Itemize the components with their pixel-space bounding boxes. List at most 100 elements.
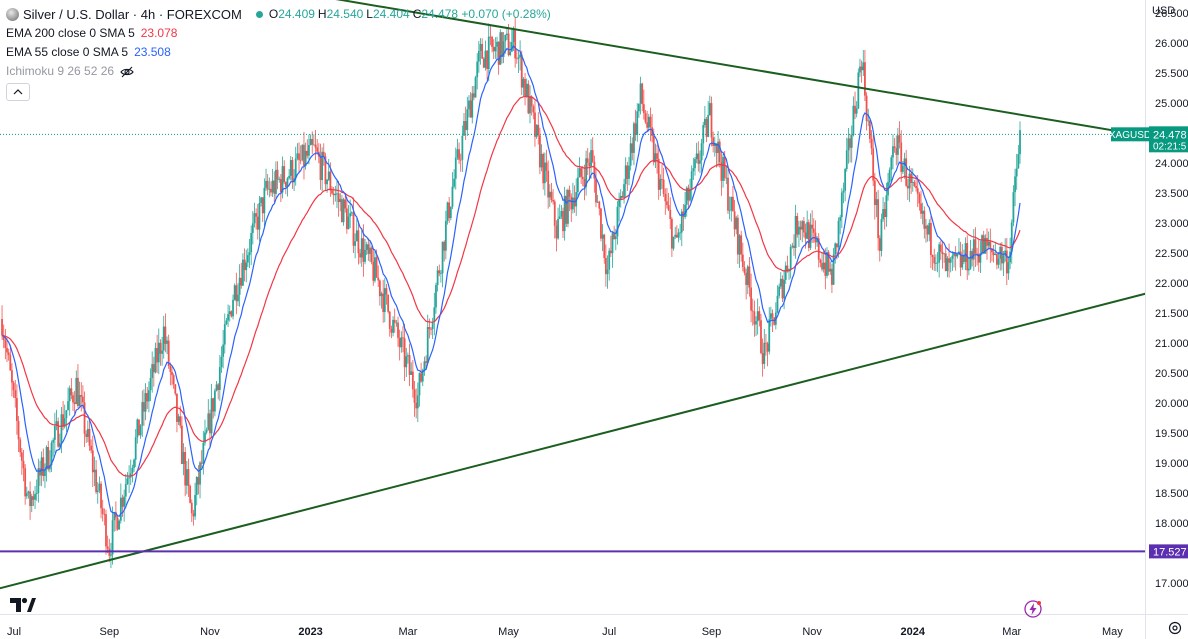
candle-body — [540, 153, 543, 168]
candle-body — [547, 170, 550, 198]
ema200-row[interactable]: EMA 200 close 0 SMA 5 23.078 — [6, 24, 554, 43]
candle-body — [591, 150, 594, 162]
candle-body — [567, 189, 569, 224]
legend-collapse-button[interactable] — [6, 83, 30, 101]
candle-body — [563, 195, 566, 232]
candle-body — [464, 121, 467, 131]
candle-body — [390, 328, 393, 333]
candle-body — [794, 216, 797, 249]
ohlc-open-key: O — [268, 7, 279, 21]
symbol-icon[interactable] — [6, 8, 19, 21]
ema55-row[interactable]: EMA 55 close 0 SMA 5 23.508 — [6, 43, 554, 62]
candle-body — [885, 195, 888, 218]
candle-body — [760, 320, 762, 354]
candle-body — [185, 469, 188, 486]
currency-label[interactable]: USD — [1152, 5, 1176, 17]
candle-body — [141, 402, 144, 426]
candle-body — [702, 124, 705, 144]
candle-body — [796, 216, 799, 235]
ichimoku-label: Ichimoku 9 26 52 26 — [6, 64, 115, 78]
plot-area[interactable] — [0, 0, 1152, 590]
candle-body — [34, 493, 36, 500]
y-tick-label: 21.000 — [1155, 338, 1188, 350]
candle-body — [342, 199, 345, 223]
candle-body — [1012, 192, 1015, 223]
candle-body — [550, 191, 553, 200]
ema55-line[interactable] — [1, 45, 1021, 518]
candle-body — [345, 208, 348, 230]
candle-body — [613, 233, 616, 240]
candle-body — [827, 252, 830, 272]
candle-body — [237, 294, 239, 302]
candle-body — [811, 224, 814, 229]
candle-body — [817, 238, 820, 260]
candle-body — [162, 326, 165, 351]
candle-body — [506, 33, 508, 35]
candle-body — [225, 320, 228, 325]
symbol-tag[interactable] — [1111, 127, 1149, 142]
candle-body — [1, 319, 3, 336]
eye-off-icon[interactable] — [120, 65, 134, 79]
support-level-tag[interactable] — [1149, 544, 1188, 559]
candle-body — [40, 457, 43, 476]
candle-body — [187, 469, 190, 486]
ema55-value: 23.508 — [134, 45, 171, 59]
candle-body — [1019, 130, 1021, 155]
candle-body — [586, 158, 589, 163]
candle-body — [63, 418, 66, 427]
candle-body — [936, 262, 939, 264]
candle-body — [623, 184, 625, 198]
candle-body — [433, 307, 436, 323]
ema200-line[interactable] — [2, 95, 1021, 477]
candle-body — [243, 259, 246, 271]
candle-body — [857, 72, 860, 109]
candle-body — [403, 338, 406, 368]
candle-body — [585, 158, 587, 187]
candle-body — [1004, 250, 1007, 256]
candle-body — [621, 195, 624, 198]
candle-body — [159, 342, 162, 354]
candle-body — [283, 166, 286, 183]
candle-body — [78, 395, 81, 406]
candle-body — [53, 426, 56, 440]
candle-body — [801, 221, 804, 230]
symbol-title[interactable]: Silver / U.S. Dollar · 4h · FOREXCOM — [23, 7, 242, 22]
ohlc-low-key: L — [366, 7, 373, 21]
x-tick-label: Sep — [100, 626, 120, 638]
candle-body — [552, 199, 555, 202]
candle-body — [977, 253, 980, 263]
candle-body — [7, 352, 10, 356]
candle-body — [953, 252, 955, 256]
tradingview-logo-icon[interactable] — [10, 595, 36, 613]
candle-body — [499, 32, 502, 65]
candle-body — [883, 209, 886, 218]
candle-body — [819, 259, 822, 263]
candle-body — [572, 197, 574, 210]
candle-body — [126, 478, 129, 485]
trendline-upper[interactable] — [81, 0, 1136, 136]
candle-body — [454, 157, 457, 179]
ichimoku-row[interactable]: Ichimoku 9 26 52 26 — [6, 62, 554, 81]
trendline-lower[interactable] — [0, 292, 1152, 590]
candle-body — [565, 195, 568, 224]
candle-body — [520, 54, 523, 88]
candle-body — [761, 353, 764, 364]
candle-body — [972, 239, 975, 260]
ohlc-close-value: 24.478 +0.070 (+0.28%) — [421, 7, 551, 21]
candle-body — [273, 180, 276, 194]
candle-body — [1017, 154, 1020, 169]
lightning-icon[interactable] — [1024, 600, 1042, 618]
candle-body — [738, 235, 741, 255]
last-price-tag[interactable] — [1149, 126, 1188, 153]
candle-body — [456, 149, 459, 158]
candle-body — [723, 156, 726, 178]
candle-body — [708, 103, 711, 115]
candle-body — [898, 135, 901, 143]
x-tick-label: Jul — [602, 626, 616, 638]
settings-icon[interactable] — [1167, 620, 1183, 636]
candle-body — [80, 395, 83, 397]
candle-body — [659, 179, 662, 190]
candle-body — [949, 258, 952, 263]
